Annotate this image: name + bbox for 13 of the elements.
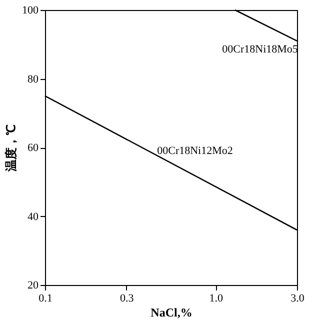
x-tick-label: 0.1 [38, 292, 52, 304]
series-label: 00Cr18Ni12Mo2 [157, 144, 233, 157]
y-tick-label: 80 [28, 73, 39, 86]
y-tick-label: 60 [28, 142, 39, 154]
y-axis-title: 温度，℃ [4, 124, 18, 172]
y-tick-label: 100 [22, 4, 39, 16]
x-tick-label: 0.3 [120, 292, 134, 304]
x-tick-label: 3.0 [290, 292, 305, 304]
x-tick-label: 1.0 [209, 292, 224, 304]
y-tick-label: 20 [28, 280, 39, 292]
x-axis-title: NaCl,% [150, 306, 192, 320]
series-label: 00Cr18Ni18Mo5 [222, 43, 298, 56]
y-tick-label: 40 [28, 210, 39, 223]
